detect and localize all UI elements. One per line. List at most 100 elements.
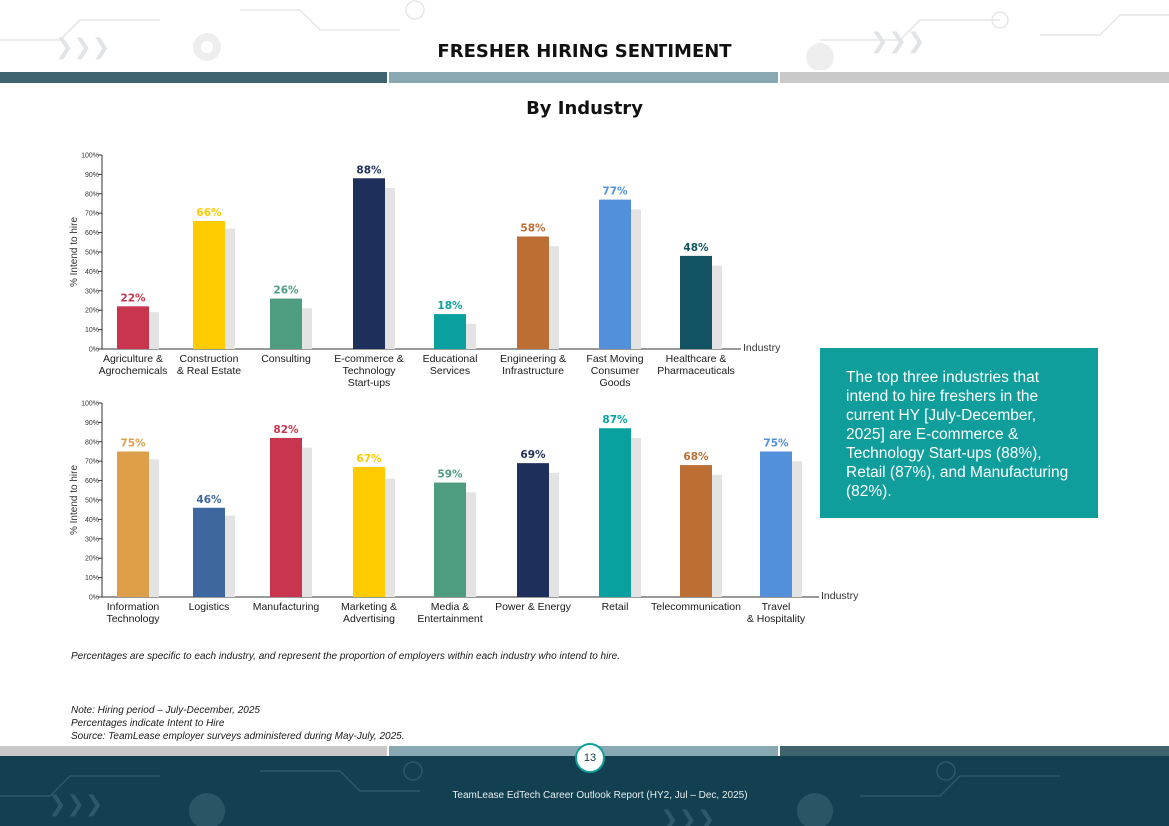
y-tick-label: 20% — [85, 308, 99, 315]
category-label-line: Marketing & — [341, 601, 397, 613]
category-label-line: Construction — [180, 353, 239, 365]
y-tick-label: 20% — [85, 556, 99, 563]
category-label-line: Educational — [423, 353, 478, 365]
y-axis-title: % Intend to hire — [69, 217, 80, 287]
footer-band-dark — [780, 746, 1169, 757]
category-label: Educational Services — [423, 353, 478, 377]
y-tick-label: 10% — [85, 575, 99, 582]
category-label-line: Infrastructure — [502, 365, 564, 377]
header-band-light — [780, 72, 1169, 83]
category-label: Engineering & Infrastructure — [500, 353, 566, 377]
bar-value-label: 22% — [120, 292, 146, 304]
category-label: Fast Moving Consumer Goods — [586, 353, 643, 389]
category-label-line: Start-ups — [348, 377, 391, 389]
page-title: FRESHER HIRING SENTIMENT — [437, 41, 732, 62]
bar — [270, 298, 302, 349]
shadow-bar — [302, 447, 312, 597]
category-label-line: Goods — [600, 377, 631, 389]
category-label-line: Manufacturing — [253, 601, 320, 613]
source-note: Source: TeamLease employer surveys admin… — [71, 731, 405, 742]
report-title: TeamLease EdTech Career Outlook Report (… — [452, 790, 748, 801]
category-label: Information Technology — [106, 601, 160, 625]
bar — [599, 428, 631, 597]
y-tick-label: 70% — [85, 459, 99, 466]
x-axis-title: Industry — [821, 590, 859, 602]
y-tick-label: 80% — [85, 439, 99, 446]
shadow-bar — [712, 265, 722, 349]
category-label: Construction & Real Estate — [177, 353, 241, 377]
category-label-line: Media & — [431, 601, 470, 613]
chart-subtitle: By Industry — [526, 98, 643, 119]
bar — [270, 437, 302, 597]
category-label: Logistics — [189, 601, 230, 613]
y-tick-label: 100% — [81, 401, 99, 408]
chart-1: 0% 10% 20% 30% 40% 50% 60% 70% 80% 90% 100% % Inten… — [69, 153, 781, 390]
bar-value-label: 59% — [437, 469, 463, 481]
callout-text: The top three industries that intend to … — [846, 369, 1069, 500]
y-tick-label: 60% — [85, 478, 99, 485]
category-label-line: Agriculture & — [103, 353, 163, 365]
shadow-bar — [712, 474, 722, 597]
category-label-line: Entertainment — [417, 613, 482, 625]
category-label-line: Agrochemicals — [99, 365, 168, 377]
y-tick-label: 30% — [85, 288, 99, 295]
shadow-bar — [631, 209, 641, 349]
category-label: E-commerce & Technology Start-ups — [334, 353, 403, 389]
category-label-line: Retail — [602, 601, 629, 613]
bar-value-label: 66% — [196, 207, 222, 219]
category-label-line: Advertising — [343, 613, 395, 625]
bar-value-label: 46% — [196, 494, 222, 506]
x-axis-title: Industry — [743, 342, 781, 354]
y-tick-label: 30% — [85, 536, 99, 543]
y-tick-label: 100% — [81, 153, 99, 160]
shadow-bar — [385, 187, 395, 349]
category-label-line: E-commerce & — [334, 353, 403, 365]
bar-value-label: 58% — [520, 222, 546, 234]
page-footer: ❯❯❯ ❯❯❯ — [0, 756, 1169, 826]
bar-value-label: 82% — [273, 424, 299, 436]
shadow-bar — [631, 437, 641, 597]
shadow-bar — [225, 228, 235, 349]
bar — [434, 314, 466, 349]
shadow-bar — [466, 323, 476, 349]
bar — [193, 220, 225, 349]
svg-text:❯❯❯: ❯❯❯ — [48, 792, 103, 817]
shadow-bar — [792, 461, 802, 597]
bar — [353, 467, 385, 597]
header-band-dark — [0, 72, 387, 83]
bar — [599, 199, 631, 349]
y-tick-label: 10% — [85, 327, 99, 334]
y-tick-label: 90% — [85, 172, 99, 179]
page-number: 13 — [575, 743, 605, 773]
bar — [117, 306, 149, 349]
category-label: Consulting — [261, 353, 311, 365]
y-tick-label: 80% — [85, 191, 99, 198]
bar-value-label: 18% — [437, 300, 463, 312]
shadow-bar — [549, 472, 559, 597]
bar-value-label: 69% — [520, 449, 546, 461]
bar-value-label: 87% — [602, 414, 628, 426]
category-label-line: Information — [107, 601, 160, 613]
percentages-note: Percentages are specific to each industr… — [71, 651, 621, 662]
y-tick-label: 50% — [85, 498, 99, 505]
category-label-line: & Hospitality — [747, 613, 806, 625]
shadow-bar — [385, 478, 395, 597]
bar — [680, 255, 712, 349]
footer-circuit-decoration: ❯❯❯ ❯❯❯ — [0, 761, 1060, 826]
category-label: Manufacturing — [253, 601, 320, 613]
category-label: Agriculture & Agrochemicals — [99, 353, 168, 377]
category-label-line: Logistics — [189, 601, 230, 613]
bar-value-label: 88% — [356, 164, 382, 176]
shadow-bar — [302, 308, 312, 349]
y-tick-label: 70% — [85, 211, 99, 218]
category-label-line: & Real Estate — [177, 365, 241, 377]
y-axis-title: % Intend to hire — [69, 465, 80, 535]
hiring-period-note: Note: Hiring period – July-December, 202… — [71, 705, 260, 716]
category-label: Media & Entertainment — [417, 601, 482, 625]
page-header: ❯❯❯ ❯❯❯ FRESHER HIRING SENTIMENT — [0, 0, 1169, 86]
shadow-bar — [149, 312, 159, 349]
industry-charts: 0% 10% 20% 30% 40% 50% 60% 70% 80% 90% 100% % Inten… — [69, 153, 859, 626]
y-tick-label: 0% — [89, 595, 99, 602]
insight-callout: The top three industries that intend to … — [820, 348, 1098, 518]
category-label: Power & Energy — [495, 601, 572, 613]
